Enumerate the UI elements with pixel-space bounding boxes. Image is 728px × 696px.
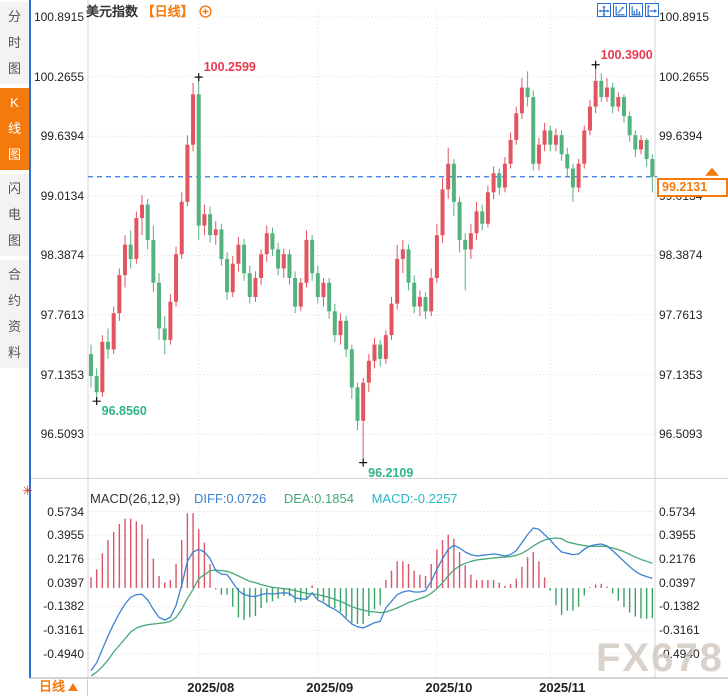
macd-axis-label: 0.0397 — [47, 575, 84, 590]
low-annotation: 96.2109 — [368, 465, 414, 480]
macd-axis-label: -0.4940 — [659, 646, 700, 661]
tab-char: 线 — [7, 121, 21, 136]
zoom-y-axis-icon[interactable] — [629, 3, 643, 17]
zoom-x-axis-icon[interactable] — [613, 3, 627, 17]
tab-char: 图 — [7, 61, 21, 76]
tab-char: 时 — [7, 35, 21, 50]
price-axis-label: 100.8915 — [659, 10, 710, 24]
tab-char: 图 — [7, 233, 21, 248]
macd-axis-label: 0.0397 — [659, 575, 696, 590]
macd-axis-label: -0.3161 — [43, 623, 84, 638]
low-annotation: 96.8560 — [101, 404, 147, 419]
time-axis-label: 2025/11 — [539, 680, 586, 695]
price-marker-icon — [705, 167, 719, 176]
macd-histogram — [90, 513, 654, 625]
price-axis-label: 98.3874 — [659, 248, 703, 263]
time-axis-label: 2025/10 — [425, 680, 473, 695]
period-tag: 【日线】 — [141, 4, 194, 19]
macd-axis-label: -0.1382 — [43, 599, 84, 614]
macd-axis-label: 0.5734 — [659, 504, 696, 519]
extreme-cross-marker — [194, 73, 203, 82]
extreme-cross-marker — [591, 60, 600, 69]
price-axis-label: 96.5093 — [659, 427, 703, 442]
macd-axis-label: 0.3955 — [659, 528, 696, 543]
tab-char: 电 — [7, 207, 21, 222]
tab-char: 约 — [7, 293, 21, 308]
macd-axis-label: -0.3161 — [659, 623, 700, 638]
tab-char: 图 — [7, 147, 21, 162]
extreme-cross-marker — [359, 458, 368, 467]
price-axis-label: 99.6394 — [659, 129, 703, 144]
indicator-flash-icon[interactable]: ✳ — [22, 483, 33, 498]
tab-char: 合 — [7, 267, 21, 282]
high-annotation: 100.2599 — [203, 60, 256, 75]
macd-axis-label: 0.3955 — [47, 528, 84, 543]
current-price-label: 99.2131 — [657, 177, 728, 197]
price-axis-label: 100.8915 — [33, 10, 84, 24]
price-axis-label: 99.6394 — [40, 129, 84, 144]
high-annotation: 100.3900 — [600, 47, 653, 62]
add-indicator-icon[interactable] — [199, 5, 212, 23]
macd-diff-value: DIFF:0.0726 — [193, 491, 267, 506]
extreme-cross-marker — [92, 397, 101, 406]
price-axis-label: 100.2655 — [659, 69, 710, 84]
tab-char: 资 — [7, 319, 21, 334]
watermark: FX678 — [596, 636, 724, 680]
macd-axis-label: 0.2176 — [659, 551, 696, 566]
pan-icon[interactable] — [597, 3, 611, 17]
sidebar-tab-合约资料[interactable]: 合约资料 — [0, 260, 29, 368]
tab-char: 分 — [7, 9, 21, 24]
macd-hist-value: MACD:-0.2257 — [371, 491, 458, 506]
macd-axis-label: -0.4940 — [43, 646, 84, 661]
time-axis-label: 2025/08 — [187, 680, 235, 695]
macd-header: MACD(26,12,9) DIFF:0.0726 DEA:0.1854 MAC… — [90, 491, 458, 507]
sidebar-border — [29, 0, 31, 678]
macd-axis-label: 0.5734 — [47, 504, 84, 519]
price-axis-label: 100.2655 — [33, 69, 84, 84]
period-selector-label: 日线 — [38, 679, 65, 694]
time-axis-label: 2025/09 — [306, 680, 354, 695]
price-axis-label: 99.0134 — [40, 188, 84, 203]
tab-char: K — [10, 95, 19, 110]
dropdown-arrow-icon — [68, 683, 78, 691]
price-axis-label: 97.1353 — [659, 367, 703, 382]
macd-axis-label: 0.2176 — [47, 551, 84, 566]
dea-line — [90, 537, 653, 677]
period-selector[interactable]: 日线 — [30, 678, 88, 696]
macd-axis-label: -0.1382 — [659, 599, 700, 614]
macd-dea-value: DEA:0.1854 — [283, 491, 354, 506]
diff-line — [90, 527, 653, 672]
symbol-title: 美元指数 — [86, 4, 139, 19]
price-axis-label: 96.5093 — [40, 427, 84, 442]
price-axis-label: 97.7613 — [40, 307, 84, 322]
sidebar-tab-闪电图[interactable]: 闪电图 — [0, 174, 29, 256]
chart-toolbar — [597, 3, 659, 17]
sidebar-tab-分时图[interactable]: 分时图 — [0, 2, 29, 84]
price-axis-label: 98.3874 — [40, 248, 84, 263]
macd-title: MACD(26,12,9) — [90, 491, 181, 506]
go-to-latest-icon[interactable] — [645, 3, 659, 17]
candles-series — [89, 64, 655, 463]
price-axis-label: 97.7613 — [659, 307, 703, 322]
tab-char: 料 — [7, 345, 21, 360]
chart-title-row: 美元指数 【日线】 — [86, 3, 212, 21]
tab-char: 闪 — [7, 181, 21, 196]
price-axis-label: 97.1353 — [40, 367, 84, 382]
